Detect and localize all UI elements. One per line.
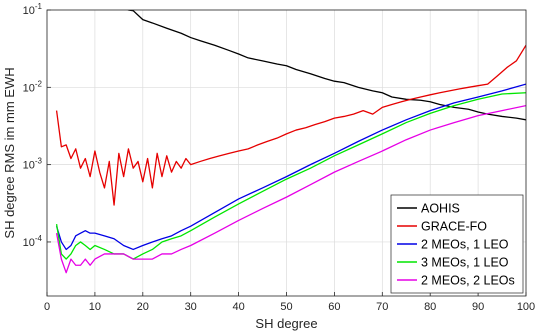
legend-entry: GRACE-FO (421, 220, 487, 234)
y-axis-label: SH degree RMS im mm EWH (2, 67, 17, 238)
x-tick-label: 20 (137, 301, 149, 313)
x-tick-label: 30 (185, 301, 197, 313)
series-line-grace-fo (55, 44, 526, 206)
x-axis-ticks: 0 10 20 30 40 50 60 70 80 90 100 (44, 292, 535, 313)
y-tick-label: 10-4 (23, 234, 43, 249)
legend-entry: 2 MEOs, 1 LEO (421, 238, 509, 252)
x-tick-label: 0 (44, 301, 50, 313)
y-axis-ticks: 10-4 10-3 10-2 10-1 (23, 2, 51, 249)
y-tick-label: 10-2 (23, 79, 43, 94)
x-tick-label: 10 (89, 301, 101, 313)
series-line-aohis (127, 10, 526, 121)
series-line-3-meos-1-leo (55, 92, 526, 260)
x-tick-label: 50 (280, 301, 292, 313)
series-line-2-meos-1-leo (55, 83, 526, 251)
x-tick-label: 40 (232, 301, 244, 313)
series-line-2-meos-2-leos (55, 104, 526, 274)
plot-area (55, 10, 526, 274)
legend: AOHIS GRACE-FO 2 MEOs, 1 LEO 3 MEOs, 1 LEO 2… (390, 194, 524, 294)
x-tick-label: 90 (472, 301, 484, 313)
x-tick-label: 100 (517, 301, 535, 313)
legend-entry: 3 MEOs, 1 LEO (421, 256, 509, 270)
x-tick-label: 70 (376, 301, 388, 313)
x-tick-label: 80 (424, 301, 436, 313)
y-tick-label: 10-3 (23, 157, 43, 172)
y-tick-label: 10-1 (23, 2, 43, 17)
legend-entry: AOHIS (421, 202, 460, 216)
x-axis-label: SH degree (255, 316, 317, 331)
legend-entry: 2 MEOs, 2 LEOs (421, 274, 515, 288)
x-tick-label: 60 (328, 301, 340, 313)
